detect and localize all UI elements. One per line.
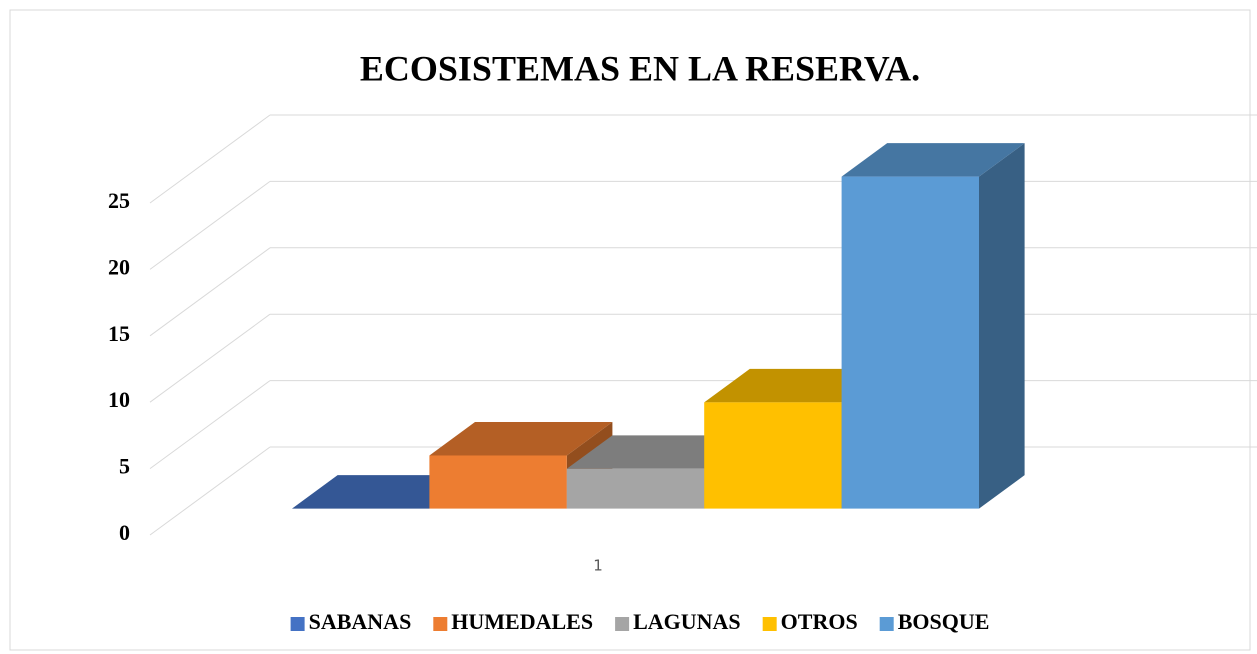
bar [841,143,1025,509]
legend-swatch [290,617,305,631]
chart-title: ECOSISTEMAS EN LA RESERVA. [360,48,920,88]
bar-face [429,422,613,456]
y-tick-label: 15 [108,321,130,346]
legend-label: SABANAS [309,609,412,634]
legend-swatch [762,617,777,631]
grid-line [149,247,271,337]
y-tick-label: 25 [108,188,130,213]
legend-label: LAGUNAS [633,609,741,634]
bar-face [841,176,979,509]
bar-face [566,435,750,469]
bar-face [704,368,888,403]
y-tick-label: 20 [108,254,130,279]
x-tick-label: 1 [593,557,603,575]
y-tick-label: 10 [108,387,130,412]
grid-line [149,446,271,536]
grid-line [149,114,271,204]
bar-face [979,143,1025,509]
bar-face [704,402,842,509]
y-tick-label: 5 [119,454,130,479]
grid-line [149,180,271,270]
legend-swatch [433,617,448,631]
legend-label: HUMEDALES [451,609,593,634]
bar-face [566,468,705,509]
legend-swatch [879,617,894,631]
legend-label: OTROS [781,609,858,634]
legend-label: BOSQUE [898,609,990,634]
bar-face [292,475,475,509]
legend-swatch [615,617,630,631]
bar-face [841,143,1025,177]
bar [292,475,475,509]
grid-line [149,380,271,470]
bar-face [429,455,567,509]
y-tick-label: 0 [119,520,130,545]
grid-line [149,313,271,403]
chart-border [9,9,1251,651]
